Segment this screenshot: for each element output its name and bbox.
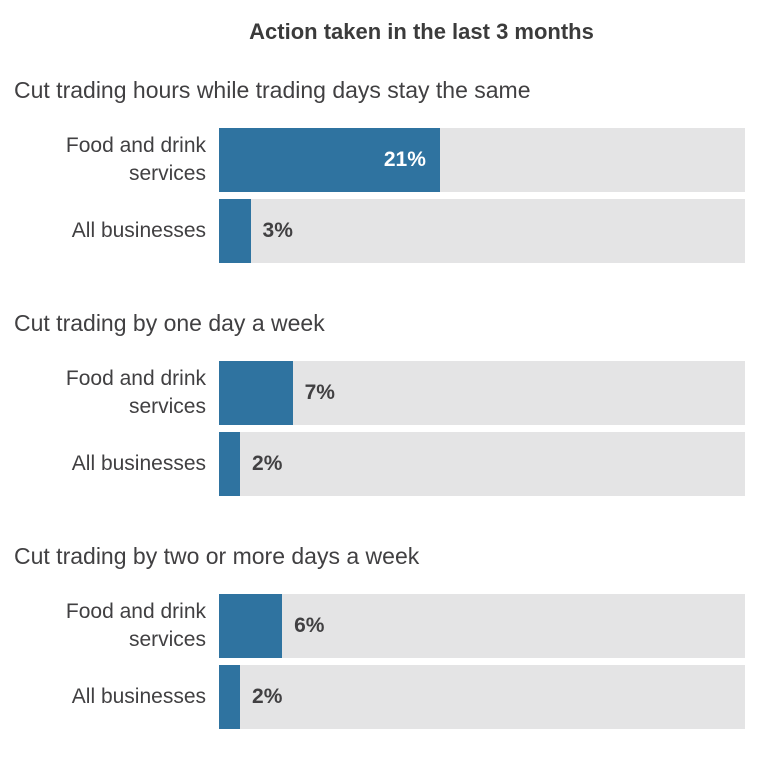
bar-row: All businesses 3% <box>14 199 745 263</box>
bar-row: Food and drink services 6% <box>14 594 745 658</box>
bar-fill <box>219 361 293 425</box>
chart-group: Cut trading hours while trading days sta… <box>14 74 745 263</box>
bar-value-label: 2% <box>252 452 283 475</box>
chart-group: Cut trading by two or more days a week Fo… <box>14 540 745 729</box>
group-heading: Cut trading by one day a week <box>14 310 325 336</box>
bar-value-label: 21% <box>383 148 426 171</box>
bar-value-label: 3% <box>262 219 293 242</box>
bar-value-label: 2% <box>252 685 283 708</box>
group-heading: Cut trading hours while trading days sta… <box>14 77 531 103</box>
bar-track: 2% <box>219 432 745 496</box>
chart-group: Cut trading by one day a week Food and dr… <box>14 307 745 496</box>
bar-row-label: All businesses <box>71 219 206 242</box>
bar-fill <box>219 128 440 192</box>
chart-title: Action taken in the last 3 months <box>249 19 594 44</box>
bar-fill <box>219 665 241 729</box>
bar-row-label: Food and drink services <box>65 600 206 651</box>
bar-row-label: Food and drink services <box>65 134 206 185</box>
bar-row: All businesses 2% <box>14 665 745 729</box>
bar-value-label: 6% <box>294 614 325 637</box>
bar-row-label: Food and drink services <box>65 367 206 418</box>
bar-row-label: All businesses <box>71 452 206 475</box>
bar-row: Food and drink services 7% <box>14 361 745 425</box>
group-heading: Cut trading by two or more days a week <box>14 543 420 569</box>
bar-fill <box>219 199 251 263</box>
bar-track: 21% <box>219 128 745 192</box>
bar-track: 2% <box>219 665 745 729</box>
bar-value-label: 7% <box>304 381 335 404</box>
bar-fill <box>219 594 283 658</box>
bar-row: Food and drink services 21% <box>14 128 745 192</box>
bar-track: 6% <box>219 594 745 658</box>
chart-groups: Cut trading hours while trading days sta… <box>14 74 745 729</box>
bar-fill <box>219 432 241 496</box>
bar-track: 7% <box>219 361 745 425</box>
bar-track: 3% <box>219 199 745 263</box>
bar-row-label: All businesses <box>71 685 206 708</box>
bar-row: All businesses 2% <box>14 432 745 496</box>
